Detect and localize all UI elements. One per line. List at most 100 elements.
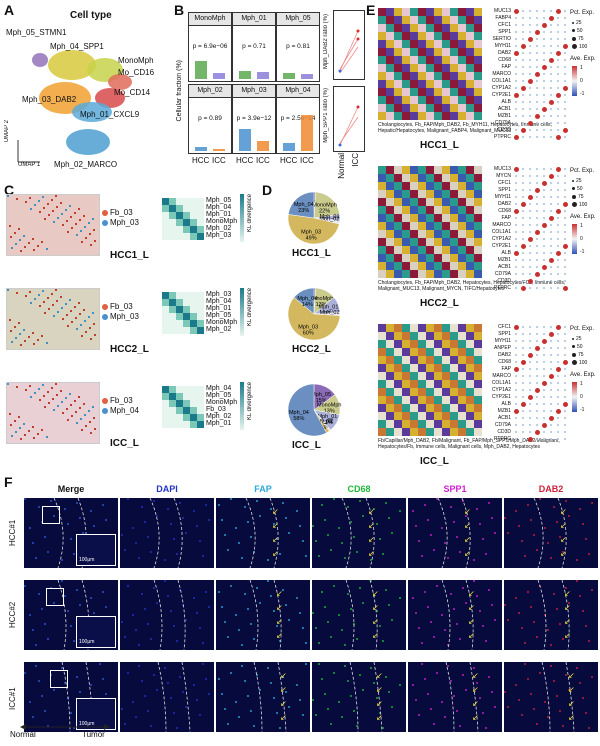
b-side-bottom: [333, 86, 365, 152]
e-dot: [543, 38, 545, 40]
c-tissue-spot: [78, 302, 80, 304]
e-map-tile: [410, 56, 418, 64]
c-heat-cell: [190, 219, 197, 226]
f-speckle: [436, 672, 438, 674]
e-map-tile: [450, 198, 458, 206]
c-legend-item: Fb_03: [102, 396, 133, 405]
f-arrow-marker: ↙: [568, 713, 575, 722]
e-map-tile: [402, 356, 410, 364]
e-map-tile: [394, 72, 402, 80]
f-boundary-line: [173, 498, 183, 568]
e-map-tile: [386, 372, 394, 380]
c-tissue-spot: [24, 434, 26, 436]
e-map-tile: [474, 166, 482, 174]
e-dot: [557, 45, 559, 47]
e-pct-dot: [572, 179, 574, 182]
f-speckle: [591, 589, 593, 591]
f-speckle: [318, 555, 320, 557]
e-avg-colorbar: [572, 224, 577, 254]
c-tissue-spot: [79, 313, 81, 315]
e-map-tile: [410, 428, 418, 436]
e-dot: [522, 38, 524, 40]
e-dot: [557, 38, 559, 40]
e-map-tile: [426, 190, 434, 198]
b-facet: MonoMph p = 6.9e−06: [188, 12, 232, 82]
f-image-cell: ↙ ↙ ↙ ↙: [216, 498, 310, 568]
e-map-tile: [418, 270, 426, 278]
c-heat-cell: [176, 219, 183, 226]
b-facet-pvalue: p = 6.9e−06: [192, 43, 228, 50]
f-speckle: [485, 553, 487, 555]
e-dot: [550, 389, 552, 391]
f-boundary-line: [441, 580, 451, 650]
c-tissue-spot: [38, 294, 40, 296]
c-heat-cell: [169, 313, 176, 320]
e-map-tile: [434, 340, 442, 348]
e-map-tile: [450, 206, 458, 214]
e-map-tile: [474, 112, 482, 120]
e-dot: [557, 24, 559, 26]
f-speckle: [259, 689, 261, 691]
e-map-tile: [418, 428, 426, 436]
e-dot: [557, 361, 559, 363]
f-speckle: [562, 638, 564, 640]
e-dot: [555, 92, 561, 98]
e-dot: [550, 196, 552, 198]
f-speckle: [350, 608, 352, 610]
e-map-tile: [474, 72, 482, 80]
e-map-tile: [474, 372, 482, 380]
f-speckle: [356, 725, 358, 727]
e-map-tile: [394, 324, 402, 332]
e-map-tile: [458, 166, 466, 174]
e-map-tile: [402, 24, 410, 32]
c-heat-cell: [169, 219, 176, 226]
c-tissue-spot: [14, 232, 16, 234]
f-speckle: [138, 665, 140, 667]
f-speckle: [507, 532, 509, 534]
e-map-tile: [410, 364, 418, 372]
e-dot: [543, 231, 545, 233]
e-map-tile: [458, 404, 466, 412]
umap-x-label: UMAP 1: [18, 162, 41, 168]
f-speckle: [312, 699, 314, 701]
c-heat-cell: [169, 292, 176, 299]
c-tissue-spot: [60, 202, 62, 204]
f-speckle: [53, 515, 55, 517]
f-speckle: [193, 510, 195, 512]
e-map-tile: [386, 24, 394, 32]
umap-label-mph02: Mph_02_MARCO: [54, 160, 118, 169]
e-dot: [557, 238, 559, 240]
f-boundary: [541, 662, 575, 732]
f-speckle: [456, 536, 458, 538]
e-dot: [557, 266, 559, 268]
e-gene-label: ALB: [501, 401, 511, 407]
c-tissue-spot: [48, 214, 50, 216]
e-avg-tick: 0: [580, 394, 583, 400]
e-map-tile: [450, 190, 458, 198]
e-map-tile: [418, 356, 426, 364]
f-speckle: [370, 559, 372, 561]
c-tissue-spot: [65, 397, 67, 399]
f-speckle: [185, 619, 187, 621]
c-colorbar: [240, 288, 244, 336]
f-speckle: [450, 680, 452, 682]
c-tissue-spot: [34, 392, 36, 394]
f-speckle: [350, 521, 352, 523]
e-dot: [557, 129, 559, 131]
e-dot: [550, 287, 552, 289]
f-image-cell: ↙ ↙ ↙ ↙: [216, 580, 310, 650]
e-dot: [564, 210, 566, 212]
e-map-tile: [474, 254, 482, 262]
c-kl-label: KL divergence: [247, 194, 253, 233]
c-heat-cell: [183, 233, 190, 240]
f-speckle: [530, 606, 532, 608]
f-speckle: [90, 510, 92, 512]
f-image-cell: 100μm: [24, 662, 118, 732]
f-speckle: [270, 508, 272, 510]
f-boundary-line: [153, 580, 163, 650]
c-tissue-spot: [89, 421, 91, 423]
f-speckle: [353, 536, 355, 538]
c-heat-cell: [169, 386, 176, 393]
c-heat-cell: [190, 414, 197, 421]
e-map-tile: [394, 48, 402, 56]
